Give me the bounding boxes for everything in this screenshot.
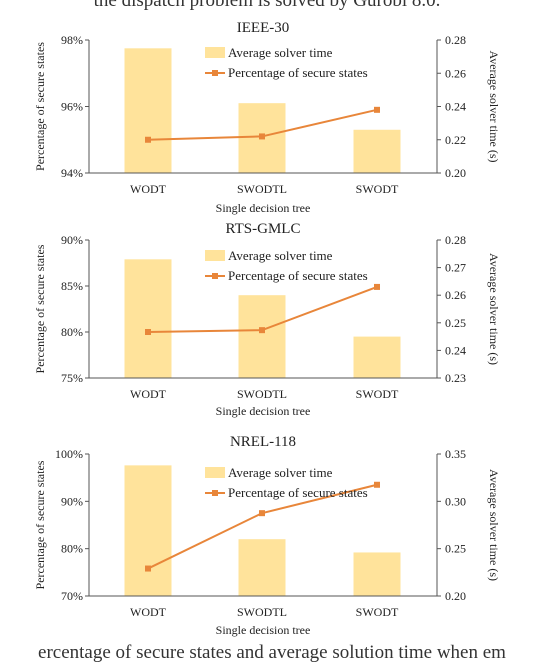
left-axis-label: Percentage of secure states [33,244,47,373]
legend-line-marker [212,273,218,279]
category-label: SWODT [356,182,399,196]
left-tick-label: 80% [61,325,83,339]
right-tick-label: 0.24 [445,100,466,114]
bar-swodt [353,552,401,596]
left-tick-label: 80% [61,542,83,556]
legend-bar-swatch [205,250,225,261]
point-wodt [145,565,151,572]
left-tick-label: 98% [61,33,83,47]
right-tick-label: 0.25 [445,542,466,556]
legend-line-label: Percentage of secure states [228,268,368,283]
bar-swodt [353,336,401,378]
right-tick-label: 0.28 [445,233,466,247]
legend-line-label: Percentage of secure states [228,485,368,500]
left-tick-label: 70% [61,589,83,603]
point-swodtl [259,133,265,140]
right-axis-label: Average solver time (s) [487,469,501,581]
legend-bar-label: Average solver time [228,248,333,263]
chart-title: NREL-118 [230,434,296,450]
point-swodtl [259,327,265,334]
context-text-top: the dispatch problem is solved by Gurobi… [93,0,441,11]
right-tick-label: 0.27 [445,261,466,275]
right-tick-label: 0.35 [445,447,466,461]
bar-wodt [124,259,172,378]
left-tick-label: 94% [61,166,83,180]
category-label: SWODT [356,387,399,401]
right-tick-label: 0.23 [445,371,466,385]
legend-line-marker [212,490,218,496]
legend-bar-swatch [205,47,225,58]
bar-swodtl [238,539,286,596]
category-label: SWODT [356,605,399,619]
right-tick-label: 0.26 [445,66,466,80]
category-label: SWODTL [237,605,287,619]
left-axis-label: Percentage of secure states [33,460,47,589]
legend-line-marker [212,70,218,76]
right-tick-label: 0.30 [445,494,466,508]
right-tick-label: 0.24 [445,343,466,357]
bar-swodt [353,129,401,173]
point-wodt [145,329,151,335]
bar-wodt [124,465,172,596]
bar-swodtl [238,295,286,378]
category-label: WODT [130,387,167,401]
left-tick-label: 96% [61,100,83,114]
left-tick-label: 100% [55,447,83,461]
chart-title: RTS-GMLC [226,221,301,237]
x-axis-label: Single decision tree [216,201,311,215]
right-tick-label: 0.20 [445,589,466,603]
right-tick-label: 0.28 [445,33,466,47]
point-swodtl [259,510,265,517]
legend-line-label: Percentage of secure states [228,65,368,80]
x-axis-label: Single decision tree [216,623,311,637]
legend-bar-swatch [205,467,225,478]
point-wodt [145,136,151,143]
point-swodt [374,481,380,488]
point-swodt [374,106,380,113]
left-tick-label: 90% [61,233,83,247]
left-tick-label: 75% [61,371,83,385]
bar-wodt [124,48,172,173]
x-axis-label: Single decision tree [216,404,311,418]
category-label: SWODTL [237,387,287,401]
point-swodt [374,283,380,290]
category-label: WODT [130,182,167,196]
right-axis-label: Average solver time (s) [487,50,501,162]
caption-text: ercentage of secure states and average s… [38,642,506,663]
legend-bar-label: Average solver time [228,465,333,480]
left-tick-label: 85% [61,279,83,293]
left-tick-label: 90% [61,494,83,508]
right-tick-label: 0.22 [445,133,466,147]
right-axis-label: Average solver time (s) [487,253,501,365]
right-tick-label: 0.20 [445,166,466,180]
right-tick-label: 0.26 [445,288,466,302]
right-tick-label: 0.25 [445,316,466,330]
legend-bar-label: Average solver time [228,45,333,60]
category-label: WODT [130,605,167,619]
left-axis-label: Percentage of secure states [33,42,47,171]
chart-title: IEEE-30 [237,20,289,36]
category-label: SWODTL [237,182,287,196]
